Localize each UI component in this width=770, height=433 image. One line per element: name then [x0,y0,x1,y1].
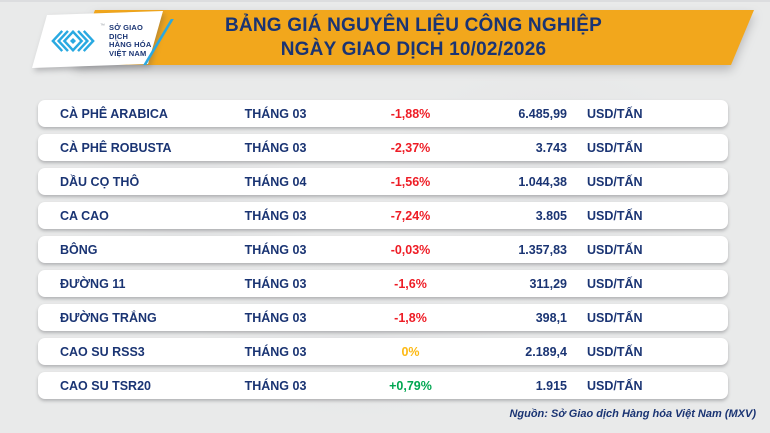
percent-change: -1,6% [394,276,427,291]
price-value: 1.044,38 [518,174,567,189]
logo-text-line1: SỞ GIAO DỊCH [109,23,144,41]
percent-change: +0,79% [389,378,432,393]
commodity-name: CÀ PHÊ ROBUSTA [60,140,172,155]
percent-change: 0% [401,344,420,359]
mxv-logo: ™ SỞ GIAO DỊCH HÀNG HÓA VIỆT NAM [28,8,170,72]
contract-month: THÁNG 03 [244,378,307,393]
commodity-name: CAO SU TSR20 [60,378,151,393]
contract-month: THÁNG 03 [244,106,307,121]
price-unit: USD/TẤN [587,174,643,189]
contract-month: THÁNG 03 [244,276,307,291]
price-value: 398,1 [535,310,567,325]
table-row: DẦU CỌ THÔ THÁNG 04 -1,56% 1.044,38 USD/… [38,168,728,195]
title-banner-wrap: BẢNG GIÁ NGUYÊN LIỆU CÔNG NGHIỆP NGÀY GI… [0,0,770,90]
source-attribution: Nguồn: Sở Giao dịch Hàng hóa Việt Nam (M… [509,408,756,420]
logo-text: SỞ GIAO DỊCH HÀNG HÓA VIỆT NAM [109,23,162,58]
price-value: 311,29 [529,276,567,291]
percent-change: -1,8% [394,310,427,325]
contract-month: THÁNG 03 [244,344,307,359]
price-table: CÀ PHÊ ARABICA THÁNG 03 -1,88% 6.485,99 … [38,100,728,406]
top-edge-strip [0,0,770,2]
price-unit: USD/TẤN [587,242,643,257]
commodity-name: CÀ PHÊ ARABICA [60,106,168,121]
price-unit: USD/TẤN [587,344,643,359]
table-row: CA CAO THÁNG 03 -7,24% 3.805 USD/TẤN [38,202,728,229]
mxv-chevron-icon [51,30,95,52]
percent-change: -7,24% [390,208,431,223]
table-row: BÔNG THÁNG 03 -0,03% 1.357,83 USD/TẤN [38,236,728,263]
price-value: 6.485,99 [518,106,567,121]
table-row: CAO SU RSS3 THÁNG 03 0% 2.189,4 USD/TẤN [38,338,728,365]
trademark-symbol: ™ [100,23,105,29]
table-row: CÀ PHÊ ARABICA THÁNG 03 -1,88% 6.485,99 … [38,100,728,127]
percent-change: -1,88% [390,106,431,121]
price-value: 3.805 [535,208,567,223]
commodity-name: DẦU CỌ THÔ [60,174,140,189]
commodity-name: CAO SU RSS3 [60,344,145,359]
page-title-line1: BẢNG GIÁ NGUYÊN LIỆU CÔNG NGHIỆP [225,14,602,36]
contract-month: THÁNG 03 [244,310,307,325]
price-value: 2.189,4 [525,344,567,359]
logo-text-line2: HÀNG HÓA [109,40,152,49]
price-value: 3.743 [535,140,567,155]
table-row: CAO SU TSR20 THÁNG 03 +0,79% 1.915 USD/T… [38,372,728,399]
price-value: 1.915 [535,378,567,393]
percent-change: -2,37% [390,140,431,155]
price-unit: USD/TẤN [587,276,643,291]
commodity-name: BÔNG [60,242,98,257]
contract-month: THÁNG 04 [244,174,307,189]
logo-text-line3: VIỆT NAM [109,48,147,58]
contract-month: THÁNG 03 [244,208,307,223]
title-banner: BẢNG GIÁ NGUYÊN LIỆU CÔNG NGHIỆP NGÀY GI… [73,10,754,65]
price-value: 1.357,83 [518,242,567,257]
price-unit: USD/TẤN [587,310,643,325]
table-row: ĐƯỜNG TRẮNG THÁNG 03 -1,8% 398,1 USD/TẤN [38,304,728,331]
price-unit: USD/TẤN [587,106,643,121]
page-title-line2: NGÀY GIAO DỊCH 10/02/2026 [280,38,547,60]
percent-change: -1,56% [390,174,431,189]
commodity-name: ĐƯỜNG 11 [60,276,126,291]
price-unit: USD/TẤN [587,208,643,223]
price-unit: USD/TẤN [587,378,643,393]
price-unit: USD/TẤN [587,140,643,155]
table-row: CÀ PHÊ ROBUSTA THÁNG 03 -2,37% 3.743 USD… [38,134,728,161]
contract-month: THÁNG 03 [244,140,307,155]
commodity-name: CA CAO [60,208,109,223]
table-row: ĐƯỜNG 11 THÁNG 03 -1,6% 311,29 USD/TẤN [38,270,728,297]
contract-month: THÁNG 03 [244,242,307,257]
commodity-name: ĐƯỜNG TRẮNG [60,310,157,325]
percent-change: -0,03% [390,242,431,257]
